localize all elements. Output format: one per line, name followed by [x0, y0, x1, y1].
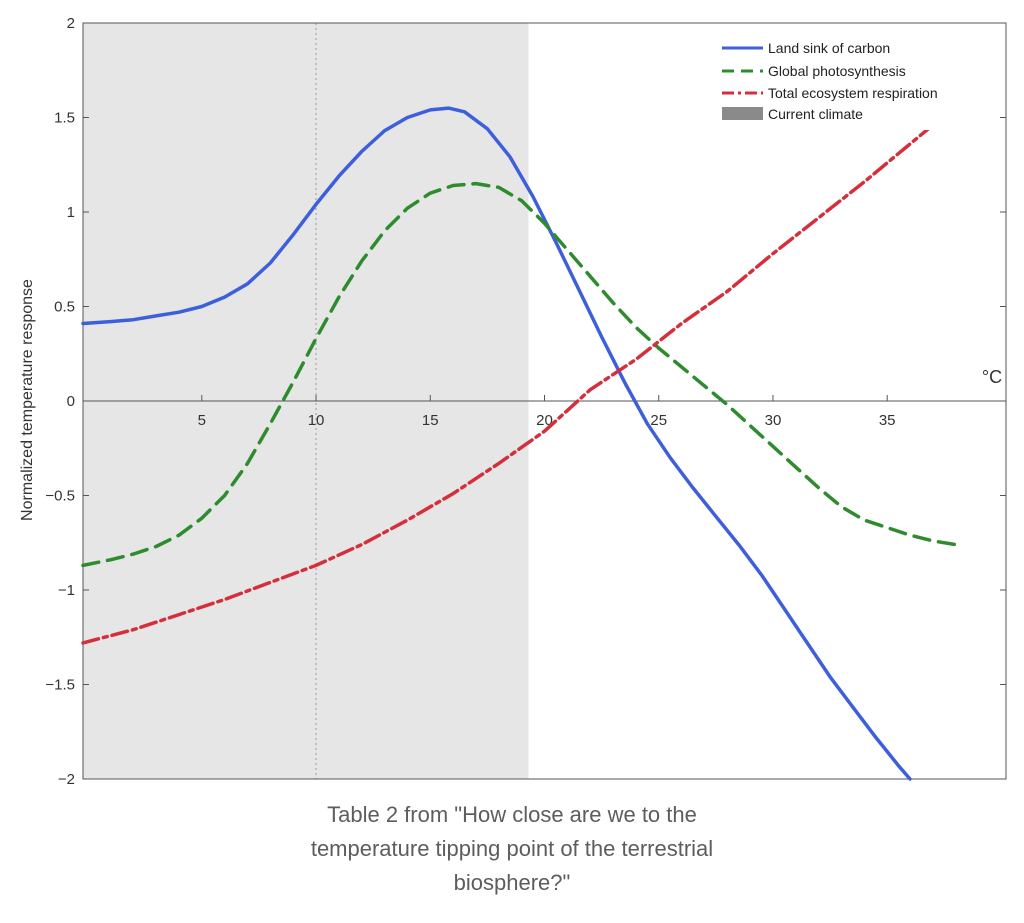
legend-label-current-climate: Current climate [768, 106, 863, 122]
legend-label-respiration: Total ecosystem respiration [768, 85, 938, 101]
x-tick-label: 25 [650, 412, 667, 429]
caption-line-3: biosphere?" [0, 866, 1024, 900]
x-tick-label: 30 [765, 412, 782, 429]
legend-label-photosynthesis: Global photosynthesis [768, 63, 906, 79]
y-tick-label: −1 [58, 582, 75, 599]
plot-area: −2−1.5−1−0.500.511.525 10 15 20 25 30 35 [45, 15, 1006, 788]
legend: Land sink of carbon Global photosynthesi… [712, 36, 998, 130]
x-tick-label: 15 [422, 412, 439, 429]
legend-label-land-sink: Land sink of carbon [768, 40, 890, 56]
figure-caption: Table 2 from "How close are we to the te… [0, 798, 1024, 900]
caption-line-1: Table 2 from "How close are we to the [0, 798, 1024, 832]
x-tick-label: 5 [198, 412, 206, 429]
y-tick-label: 0.5 [54, 299, 75, 316]
chart: −2−1.5−1−0.500.511.525 10 15 20 25 30 35 Norma… [0, 0, 1024, 800]
x-axis-unit-label: °C [982, 367, 1002, 387]
y-tick-label: 1 [67, 204, 75, 221]
legend-swatch-current-climate [722, 107, 763, 120]
y-tick-label: 0 [67, 393, 75, 410]
y-tick-label: 2 [67, 15, 75, 32]
caption-line-2: temperature tipping point of the terrest… [0, 832, 1024, 866]
x-tick-label: 10 [308, 412, 325, 429]
y-tick-label: 1.5 [54, 110, 75, 127]
y-tick-label: −2 [58, 771, 75, 788]
y-tick-label: −1.5 [45, 677, 75, 694]
y-tick-label: −0.5 [45, 488, 75, 505]
x-tick-label: 35 [879, 412, 896, 429]
y-axis-label: Normalized temperature response [19, 279, 36, 521]
